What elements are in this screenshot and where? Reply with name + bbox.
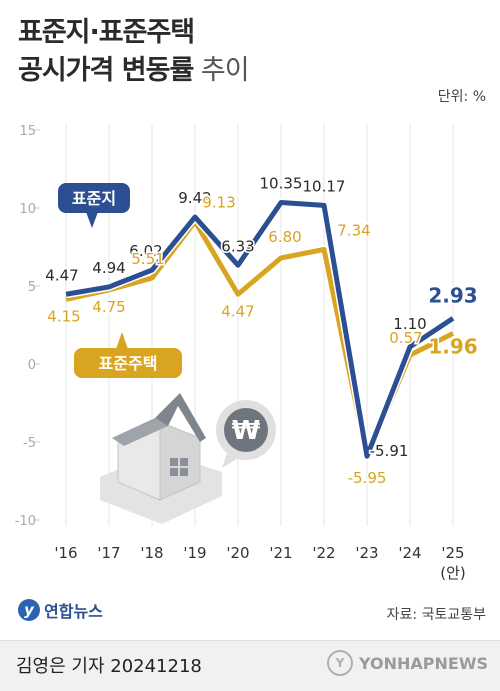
watermark: Y YONHAPNEWS xyxy=(327,650,488,676)
title-line-2-light: 추이 xyxy=(193,55,250,86)
x-axis: '16 '17 '18 '19 '20 '21 '22 '23 '24 '25 (안) xyxy=(54,544,465,582)
value-label-house: 4.75 xyxy=(92,298,125,316)
title-line-1: 표준지·표준주택 xyxy=(18,17,195,48)
y-tick-label: -5 xyxy=(23,436,36,451)
y-tick-label: -10 xyxy=(15,514,36,529)
x-tick-label: '17 xyxy=(97,544,120,562)
value-label-land: 4.47 xyxy=(45,266,78,284)
legend-land-bg xyxy=(58,183,130,213)
x-tick-label: '20 xyxy=(226,544,249,562)
x-tick-label: '16 xyxy=(54,544,77,562)
x-tick-label: '18 xyxy=(140,544,163,562)
yonhap-logo-icon: y xyxy=(18,599,40,621)
house-illustration: ₩ xyxy=(100,393,276,524)
yonhap-logo: y 연합뉴스 xyxy=(18,598,103,622)
chart-title: 표준지·표준주택 공시가격 변동률 추이 xyxy=(18,14,250,90)
value-label-land: 1.10 xyxy=(393,315,426,333)
legend-land-label: 표준지 xyxy=(72,189,116,208)
value-label-land: 10.35 xyxy=(260,175,303,193)
value-label-house: 5.51 xyxy=(131,250,164,268)
legend-house-bg xyxy=(74,348,182,378)
value-label-land: 6.33 xyxy=(221,237,254,255)
value-label-house: 9.13 xyxy=(202,194,235,212)
value-label-house: 4.47 xyxy=(221,302,254,320)
y-tick-label: 5 xyxy=(28,280,36,295)
x-tick-label: '21 xyxy=(269,544,292,562)
title-line-2: 공시가격 변동률 추이 xyxy=(18,52,250,90)
value-label-land: -5.91 xyxy=(370,442,409,460)
y-tick-label: 15 xyxy=(19,124,36,139)
credit-line: 김영은 기자 20241218 xyxy=(16,656,202,677)
y-tick-label: 10 xyxy=(19,202,36,217)
x-tick-label: '24 xyxy=(398,544,421,562)
title-line-2-bold: 공시가격 변동률 xyxy=(18,55,194,86)
unit-label: 단위: % xyxy=(437,89,486,105)
series-line-land xyxy=(65,200,455,459)
house-icon xyxy=(100,393,222,524)
legend-house-pointer xyxy=(116,332,128,349)
value-label-land: 4.94 xyxy=(92,259,125,277)
value-label-house: 1.96 xyxy=(428,334,477,358)
x-tick-note: (안) xyxy=(440,564,466,582)
logo-text: 연합뉴스 xyxy=(44,602,103,621)
svg-text:₩: ₩ xyxy=(232,416,261,446)
x-tick-label: '25 xyxy=(441,544,464,562)
legend-land-pointer xyxy=(86,212,98,228)
source-label: 자료: 국토교통부 xyxy=(386,607,486,623)
value-label-land: 6.02 xyxy=(129,242,162,260)
value-label-land: 9.42 xyxy=(178,189,211,207)
watermark-text: YONHAPNEWS xyxy=(359,653,488,673)
value-label-house: 4.15 xyxy=(47,307,80,325)
x-tick-label: '22 xyxy=(312,544,335,562)
value-label-land: 10.17 xyxy=(303,177,346,195)
won-bubble-icon: ₩ xyxy=(216,400,276,468)
value-label-house: 6.80 xyxy=(268,228,301,246)
y-axis: -10 -5 0 5 10 15 xyxy=(15,124,40,529)
value-label-house: -5.95 xyxy=(348,469,387,487)
value-label-house: 7.34 xyxy=(337,221,370,239)
value-label-house: 0.57 xyxy=(389,329,422,347)
watermark-icon: Y xyxy=(327,650,353,676)
x-tick-label: '19 xyxy=(183,544,206,562)
y-tick-label: 0 xyxy=(28,358,36,373)
legend-house-label: 표준주택 xyxy=(99,354,158,373)
value-label-land: 2.93 xyxy=(428,283,477,307)
value-labels: 4.47 4.946.02 9.42 6.33 10.35 10.17 -5.91 1.102… xyxy=(44,173,479,488)
credit-bar xyxy=(0,640,500,691)
series-lines xyxy=(65,198,456,461)
x-tick-label: '23 xyxy=(355,544,378,562)
